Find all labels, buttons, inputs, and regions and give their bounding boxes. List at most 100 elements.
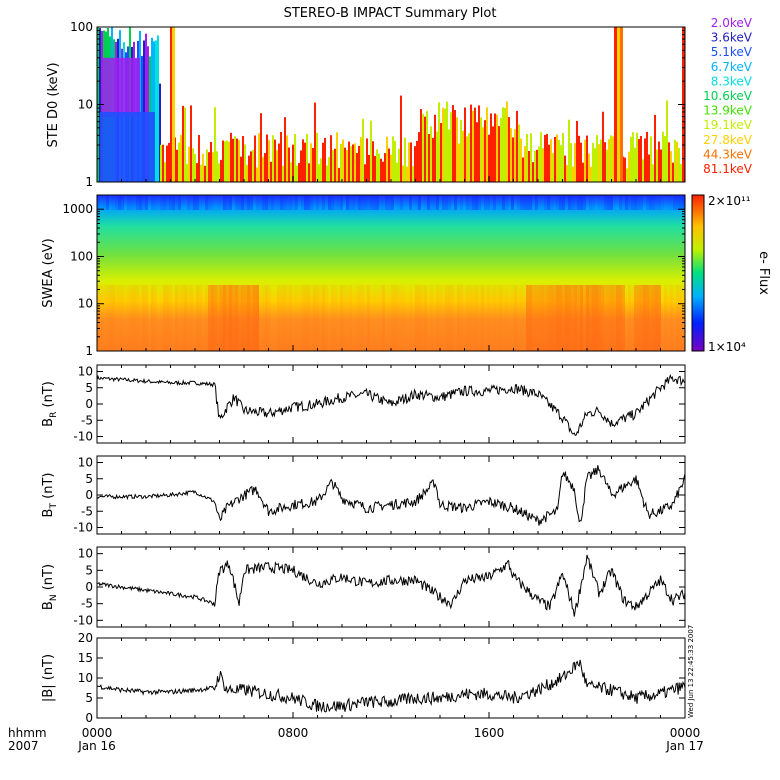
ste-flux-bar	[376, 149, 378, 182]
ste-flux-bar	[674, 139, 676, 182]
ste-flux-bar	[250, 151, 252, 182]
swea-streak	[373, 196, 376, 210]
y-tick-label: 15	[78, 651, 93, 665]
swea-streak	[361, 196, 364, 210]
swea-streak	[481, 196, 484, 210]
swea-streak	[658, 285, 661, 351]
swea-streak	[364, 285, 367, 351]
swea-streak	[190, 285, 193, 351]
ste-flux-bar	[232, 138, 234, 182]
swea-streak	[670, 285, 673, 351]
swea-streak	[289, 196, 292, 210]
ste-flux-bar	[630, 136, 632, 182]
legend-item-19.1keV: 19.1keV	[703, 118, 753, 132]
legend-item-27.8keV: 27.8keV	[703, 133, 753, 147]
swea-streak	[322, 196, 325, 210]
swea-streak	[457, 196, 460, 210]
swea-streak	[133, 285, 136, 351]
swea-streak	[151, 196, 154, 210]
swea-streak	[229, 285, 232, 351]
swea-streak	[598, 196, 601, 210]
swea-streak	[346, 196, 349, 210]
swea-streak	[433, 285, 436, 351]
ste-flux-bar	[204, 165, 206, 182]
swea-streak	[274, 196, 277, 210]
ste-flux-bar	[292, 144, 294, 182]
ste-flux-bar	[240, 156, 242, 182]
ste-burst-bar	[153, 41, 155, 182]
swea-streak	[130, 196, 133, 210]
ste-flux-bar	[568, 119, 570, 182]
swea-streak	[550, 285, 553, 351]
swea-streak	[241, 285, 244, 351]
ste-flux-bar	[610, 135, 612, 182]
swea-streak	[223, 196, 226, 210]
ste-flux-bar	[178, 142, 180, 182]
ste-flux-bar	[330, 135, 332, 182]
swea-streak	[163, 285, 166, 351]
swea-streak	[334, 196, 337, 210]
ste-flux-bar	[638, 139, 640, 182]
swea-streak	[517, 285, 520, 351]
colorbar	[691, 194, 705, 352]
swea-streak	[172, 196, 175, 210]
swea-streak	[595, 196, 598, 210]
date-tick-label: Jan 17	[665, 739, 704, 753]
y-tick-label: 5	[85, 472, 93, 486]
ste-flux-bar	[242, 136, 244, 182]
swea-streak	[124, 196, 127, 210]
swea-streak	[304, 285, 307, 351]
swea-streak	[628, 196, 631, 210]
swea-streak	[598, 285, 601, 351]
ste-flux-bar	[456, 117, 458, 182]
ste-flux-bar	[596, 135, 598, 182]
ste-flux-bar	[274, 139, 276, 182]
swea-streak	[523, 196, 526, 210]
swea-streak	[193, 285, 196, 351]
swea-streak	[235, 196, 238, 210]
ste-flux-bar	[344, 147, 346, 182]
swea-streak	[589, 196, 592, 210]
ste-flux-bar	[624, 157, 626, 182]
swea-streak	[340, 285, 343, 351]
ste-flux-bar	[200, 164, 202, 182]
swea-streak	[544, 196, 547, 210]
ste-flux-bar	[678, 147, 680, 182]
swea-streak	[460, 285, 463, 351]
swea-streak	[316, 285, 319, 351]
swea-streak	[511, 285, 514, 351]
ste-flux-bar	[254, 135, 256, 182]
bmag-series-line	[96, 659, 686, 713]
ste-flux-bar	[458, 143, 460, 182]
swea-streak	[607, 196, 610, 210]
ste-flux-bar	[182, 105, 184, 182]
ste-flux-bar	[552, 153, 554, 182]
ste-flux-bar	[644, 138, 646, 182]
swea-streak	[238, 285, 241, 351]
ste-flux-bar	[412, 166, 414, 182]
y-tick-label: 10	[78, 671, 93, 685]
ste-flux-bar	[410, 142, 412, 182]
swea-streak	[406, 285, 409, 351]
swea-streak	[412, 196, 415, 210]
swea-streak	[334, 285, 337, 351]
ste-flux-bar	[180, 135, 182, 182]
swea-streak	[589, 285, 592, 351]
ste-flux-bar	[554, 136, 556, 182]
ste-flux-bar	[504, 107, 506, 182]
ste-flux-bar	[636, 132, 638, 182]
ste-flux-bar	[484, 120, 486, 182]
ste-flux-bar	[190, 105, 192, 182]
ste-flux-bar	[186, 164, 188, 182]
swea-streak	[433, 196, 436, 210]
ste-flux-bar	[258, 133, 260, 182]
swea-streak	[622, 285, 625, 351]
y-tick-label: 0	[85, 580, 93, 594]
swea-streak	[145, 196, 148, 210]
swea-streak	[277, 196, 280, 210]
ste-flux-bar	[326, 165, 328, 182]
ste-flux-bar	[236, 138, 238, 182]
ste-flux-bar	[338, 167, 340, 182]
swea-streak	[103, 285, 106, 351]
